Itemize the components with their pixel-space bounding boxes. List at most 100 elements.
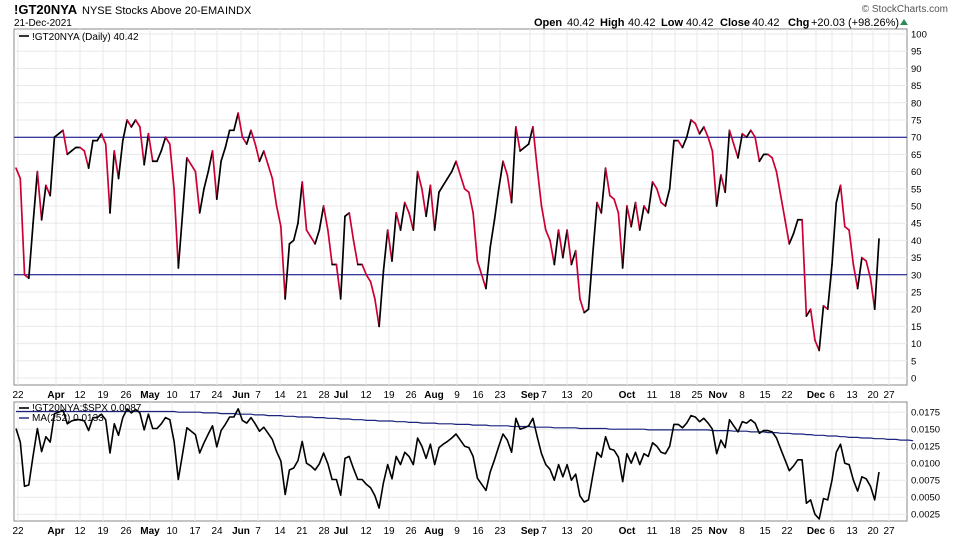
x-tick-label: 7 [541,390,547,401]
series-segment [280,225,287,300]
price-panel: 0 5 10 15 20 25 30 35 40 45 50 55 60 65 70 75 80 85 90 95 10… [12,28,927,401]
x-tick-label: 23 [494,390,506,401]
series-segment [831,201,838,266]
series-segment [861,256,868,262]
series-segment [519,146,526,152]
x-tick-label: 24 [211,390,223,401]
x-tick-label: 7 [255,390,261,401]
series-segment [322,205,329,231]
x-tick-label: 19 [383,390,395,401]
y-tick-label: 25 [911,288,922,299]
series-segment [604,167,611,197]
series-segment [147,132,154,163]
series-segment [728,129,735,145]
series-segment [391,212,398,262]
y-tick-label: 50 [911,202,922,213]
series-segment [433,191,440,231]
series-segment [472,212,479,262]
x-tick-label: 19 [97,526,109,537]
series-segment [245,129,252,145]
y-tick-label: 85 [911,81,922,92]
series-segment [613,198,620,214]
series-segment [848,229,855,266]
y-tick-label: 60 [911,167,922,178]
x-tick-label: 13 [846,526,858,537]
series-segment [109,150,116,214]
series-segment [630,201,637,228]
series-segment [608,194,615,200]
series-segment [668,139,675,190]
series-segment [570,249,577,266]
series-segment [493,187,500,221]
y-tick-label: 10 [911,339,922,350]
series-segment [207,150,214,173]
x-tick-label: 26 [405,390,417,401]
x-tick-label: 10 [166,390,178,401]
series-segment [335,263,342,300]
x-tick-label: 6 [829,390,835,401]
series-segment [254,143,261,163]
series-segment [690,119,697,125]
series-segment [562,229,568,259]
x-tick-label: Dec [807,390,826,401]
series-segment [779,194,786,221]
series-segment [476,260,483,276]
open-value: 40.42 [567,17,595,29]
series-segment [121,119,128,142]
series-segment [634,201,641,231]
series-segment [198,187,205,214]
x-tick-label: 25 [691,390,703,401]
x-tick-label: 8 [739,526,745,537]
series-segment [301,181,308,231]
series-segment [203,170,210,190]
open-label: Open [534,17,562,29]
series-segment [450,160,457,173]
y-tick-label: 35 [911,253,922,264]
series-segment [117,139,124,180]
x-tick-label: Jun [232,526,250,537]
x-tick-label: 21 [296,526,308,537]
series-segment [446,170,453,180]
series-segment [540,205,547,231]
series-segment [523,143,530,149]
x-tick-label: 15 [759,526,771,537]
series-segment [638,205,645,231]
y-tick-label: 30 [911,270,922,281]
x-tick-label: 9 [454,390,460,401]
series-segment [386,229,393,262]
x-tick-label: 11 [647,526,658,537]
x-tick-label: 18 [669,390,681,401]
x-tick-label: 12 [360,526,372,537]
series-segment [53,132,60,139]
series-segment [485,246,492,290]
series-segment [305,229,312,238]
watermark: © StockCharts.com [862,4,948,15]
series-segment [339,215,346,300]
x-tick-label: 12 [360,390,372,401]
close-value: 40.42 [752,17,780,29]
low-value: 40.42 [686,17,714,29]
triangle-up-icon [900,19,908,25]
chg-label: Chg [788,17,809,29]
series-segment [805,308,812,317]
x-tick-label: 13 [561,526,573,537]
high-value: 40.42 [628,17,656,29]
x-tick-label: 22 [12,390,24,401]
series-segment [40,184,47,221]
series-segment [297,181,304,225]
series-segment [318,205,325,231]
x-tick-label: 22 [781,526,793,537]
series-segment [707,136,714,152]
x-tick-label: 26 [405,526,417,537]
y-tick-label: 0.0175 [911,408,940,419]
series-segment [186,156,193,166]
series-segment [83,150,90,170]
y-tick-label: 80 [911,98,922,109]
series-segment [181,156,188,214]
series-segment [515,126,521,152]
x-tick-label: 27 [883,390,895,401]
series-segment [771,156,778,173]
x-tick-label: Aug [424,526,443,537]
series-segment [455,160,462,176]
series-segment [19,177,26,276]
